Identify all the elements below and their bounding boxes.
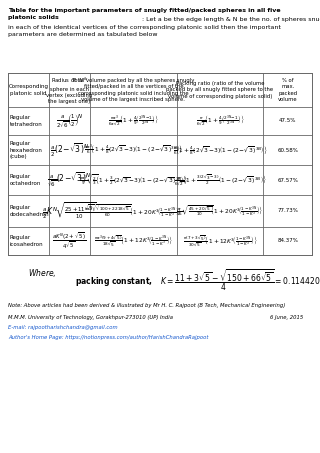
Text: $\mathbf{packing\ constant,}$   $K = \dfrac{11+3\sqrt{5}-\sqrt{150+66\sqrt{5}}}{: $\mathbf{packing\ constant,}$ $K = \dfra… bbox=[75, 267, 320, 293]
Text: $\frac{\pi}{6\sqrt{2}}\!\left\{1+\frac{3(2\sqrt{3}\!-\!3)}{2}\left(1-(2\!-\!\sqr: $\frac{\pi}{6\sqrt{2}}\!\left\{1+\frac{3… bbox=[174, 173, 267, 187]
Text: M.M.M. University of Technology, Gorakhpur-273010 (UP) India: M.M.M. University of Technology, Gorakhp… bbox=[8, 315, 173, 320]
Text: Table for the important parameters of snugly fitted/packed spheres in all five
p: Table for the important parameters of sn… bbox=[8, 8, 281, 19]
Text: $\frac{a}{\sqrt{6}}(2\!-\!\sqrt{3})^{N}$: $\frac{a}{\sqrt{6}}(2\!-\!\sqrt{3})^{N}$ bbox=[47, 171, 92, 189]
Text: Regular
hexahedron
(cube): Regular hexahedron (cube) bbox=[10, 141, 43, 159]
Text: E-mail: rajpootharishchandra@gmail.com: E-mail: rajpootharishchandra@gmail.com bbox=[8, 325, 118, 330]
Text: $Where,$: $Where,$ bbox=[28, 267, 57, 279]
Text: Author's Home Page: https://notionpress.com/author/HarishChandraRajpoot: Author's Home Page: https://notionpress.… bbox=[8, 335, 208, 340]
Text: 6 June, 2015: 6 June, 2015 bbox=[270, 315, 303, 320]
Bar bbox=[8, 73, 312, 255]
Text: $\frac{\pi a^3(9+4\sqrt{5})}{18\sqrt{5}}\!\left\{1+12K^3\!\left(\frac{1-K^{3N}}{: $\frac{\pi a^3(9+4\sqrt{5})}{18\sqrt{5}}… bbox=[94, 233, 173, 249]
Text: $\frac{\pi}{6\sqrt{2}}\!\left\{1+\frac{4}{9}\!\left(\frac{2^{3N}\!-\!1}{2^{3N}}\: $\frac{\pi}{6\sqrt{2}}\!\left\{1+\frac{4… bbox=[196, 114, 244, 128]
Text: Note: Above articles had been derived & illustrated by Mr H. C. Rajpoot (B Tech,: Note: Above articles had been derived & … bbox=[8, 303, 285, 308]
Text: in each of the identical vertices of the corresponding platonic solid then the i: in each of the identical vertices of the… bbox=[8, 25, 281, 37]
Text: 77.73%: 77.73% bbox=[277, 208, 298, 213]
Text: 60.58%: 60.58% bbox=[277, 148, 298, 153]
Text: $\frac{\pi a^3}{9}\sqrt{\frac{2}{3}}\!\left\{1+\frac{3}{2}(2\sqrt{3}\!-\!3)\left: $\frac{\pi a^3}{9}\sqrt{\frac{2}{3}}\!\l… bbox=[79, 173, 188, 188]
Text: $\frac{a}{2\sqrt{6}}\!\left(\frac{1}{2}\right)^{\!N}$: $\frac{a}{2\sqrt{6}}\!\left(\frac{1}{2}\… bbox=[56, 112, 84, 130]
Text: $\frac{a}{2}(2\!-\!\sqrt{3})^{N}$: $\frac{a}{2}(2\!-\!\sqrt{3})^{N}$ bbox=[50, 141, 89, 159]
Text: $\frac{aK^{N}(2+\sqrt{5})}{4\sqrt{5}}$: $\frac{aK^{N}(2+\sqrt{5})}{4\sqrt{5}}$ bbox=[52, 231, 87, 251]
Text: 84.37%: 84.37% bbox=[277, 238, 298, 244]
Text: Regular
icosahedron: Regular icosahedron bbox=[10, 236, 44, 246]
Text: Packing ratio (ratio of the volume
packed by all snugly fitted sphere to the
vol: Packing ratio (ratio of the volume packe… bbox=[166, 81, 274, 99]
Text: 47.5%: 47.5% bbox=[279, 119, 296, 124]
Text: 67.57%: 67.57% bbox=[277, 178, 298, 183]
Text: $\frac{\pi}{15}\sqrt{\frac{45+20\sqrt{5}}{10}}\!\left\{1+20K^3\!\left(\frac{1-K^: $\frac{\pi}{15}\sqrt{\frac{45+20\sqrt{5}… bbox=[176, 203, 264, 218]
Text: $\frac{\pi a^3}{6}\!\left\{1+\frac{4}{8}(2\sqrt{3}\!-\!3)\left(1-(2\!-\!\sqrt{3}: $\frac{\pi a^3}{6}\!\left\{1+\frac{4}{8}… bbox=[84, 143, 183, 157]
Text: $\frac{\pi a^3}{6a\sqrt{2}}\!\left\{1+\frac{4}{9}\!\left(\frac{2^{3N}\!-\!1}{2^{: $\frac{\pi a^3}{6a\sqrt{2}}\!\left\{1+\f… bbox=[108, 114, 159, 128]
Text: $\frac{\pi}{6}\!\left\{1+\frac{4}{8}(2\sqrt{3}\!-\!3)\left(1-(2\!-\!\sqrt{3})^{3: $\frac{\pi}{6}\!\left\{1+\frac{4}{8}(2\s… bbox=[173, 144, 267, 156]
Text: Radius of  $N^{th}$
sphere in each
vertex (excluding
the largest one): Radius of $N^{th}$ sphere in each vertex… bbox=[46, 76, 93, 104]
Text: % of
max.
packed
volume: % of max. packed volume bbox=[278, 78, 298, 102]
Text: Corresponding
platonic solid: Corresponding platonic solid bbox=[9, 84, 49, 96]
Text: $\frac{\pi a^3\sqrt{\sqrt{100+2218\sqrt{5}}}}{60}\!\left\{1+20K^3\!\left(\frac{1: $\frac{\pi a^3\sqrt{\sqrt{100+2218\sqrt{… bbox=[84, 202, 182, 220]
Text: $\frac{\pi(7+3\sqrt{5})}{30\sqrt{5}}\!\left\{1+12K^3\!\left(\frac{1-K^{3N}}{1-K^: $\frac{\pi(7+3\sqrt{5})}{30\sqrt{5}}\!\l… bbox=[183, 234, 257, 248]
Text: $\frac{a}{2}K^{N}\!\sqrt{\frac{25+11\sqrt{5}}{10}}$: $\frac{a}{2}K^{N}\!\sqrt{\frac{25+11\sqr… bbox=[43, 201, 97, 221]
Text: : Let a be the edge length & N be the no. of spheres snugly fitted/packed: : Let a be the edge length & N be the no… bbox=[8, 16, 320, 21]
Text: Regular
dodecahedron: Regular dodecahedron bbox=[10, 205, 50, 217]
Text: Total volume packed by all the spheres snugly
fitted/packed in all the vertices : Total volume packed by all the spheres s… bbox=[72, 78, 195, 102]
Text: Regular
tetrahedron: Regular tetrahedron bbox=[10, 116, 43, 126]
Text: Regular
octahedron: Regular octahedron bbox=[10, 174, 41, 186]
